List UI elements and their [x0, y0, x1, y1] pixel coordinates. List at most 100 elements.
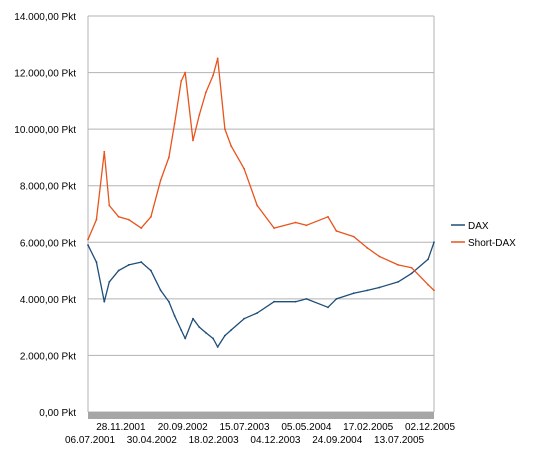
- data-point: [180, 329, 183, 331]
- legend-label: Short-DAX: [468, 238, 516, 249]
- y-tick-label: 14.000,00 Pkt: [14, 12, 76, 23]
- x-tick-label: 06.07.2001: [65, 435, 115, 446]
- data-point: [204, 91, 207, 94]
- data-point: [230, 329, 233, 331]
- x-tick-label: 17.02.2005: [343, 422, 393, 433]
- data-point: [108, 204, 111, 207]
- data-point: [352, 235, 355, 238]
- data-point: [212, 74, 214, 77]
- data-point: [230, 145, 233, 148]
- y-tick-label: 0,00 Pkt: [39, 408, 76, 419]
- data-point: [366, 247, 369, 249]
- data-point: [192, 139, 194, 142]
- series-lines: [87, 57, 435, 348]
- data-point: [352, 292, 355, 295]
- data-point: [117, 269, 120, 272]
- x-axis-tick-labels: 06.07.2001 30.04.2002 18.02.2003 04.12.2003…: [65, 422, 455, 446]
- data-point: [256, 312, 259, 314]
- data-point: [150, 215, 152, 218]
- data-point: [256, 204, 259, 207]
- data-point: [204, 331, 207, 334]
- data-point: [184, 337, 187, 340]
- data-point: [180, 80, 183, 82]
- data-point: [223, 128, 226, 131]
- x-tick-label: 02.12.2005: [405, 422, 455, 433]
- x-tick-label: 28.11.2001: [96, 422, 146, 433]
- data-point: [366, 289, 369, 292]
- data-point: [410, 266, 413, 269]
- data-point: [433, 241, 435, 244]
- data-point: [117, 215, 120, 218]
- data-point: [168, 300, 170, 303]
- data-point: [216, 346, 219, 348]
- y-tick-label: 2.000,00 Pkt: [20, 351, 76, 362]
- data-point: [305, 297, 308, 300]
- data-point: [294, 221, 297, 224]
- data-point: [305, 224, 308, 227]
- data-point: [223, 334, 226, 337]
- x-tick-label: 20.09.2002: [158, 422, 208, 433]
- data-point: [103, 300, 106, 303]
- data-point: [168, 156, 170, 159]
- data-point: [127, 218, 130, 221]
- data-point: [95, 218, 98, 221]
- legend-label: DAX: [468, 221, 489, 232]
- data-point: [294, 300, 297, 303]
- x-tick-label: 04.12.2003: [250, 435, 300, 446]
- x-tick-label: 05.05.2004: [281, 422, 331, 433]
- data-point: [87, 244, 89, 247]
- data-point: [184, 71, 187, 74]
- x-tick-label: 18.02.2003: [189, 435, 239, 446]
- y-tick-label: 4.000,00 Pkt: [20, 295, 76, 306]
- data-point: [273, 300, 275, 303]
- data-point: [335, 230, 338, 232]
- x-tick-label: 15.07.2003: [220, 422, 270, 433]
- y-tick-label: 12.000,00 Pkt: [14, 69, 76, 80]
- data-point: [410, 272, 413, 275]
- data-point: [150, 269, 152, 272]
- data-point: [327, 306, 329, 309]
- series-line-dax: [87, 242, 435, 348]
- data-point: [427, 258, 429, 261]
- x-tick-label: 30.04.2002: [127, 435, 177, 446]
- series-line-short-dax: [87, 57, 435, 291]
- data-point: [127, 264, 130, 266]
- y-tick-label: 10.000,00 Pkt: [14, 125, 76, 136]
- data-point: [108, 280, 111, 283]
- data-point: [243, 317, 246, 320]
- data-point: [273, 227, 275, 230]
- data-point: [192, 317, 194, 320]
- data-point: [87, 238, 89, 241]
- data-point: [378, 255, 381, 258]
- legend: DAX Short-DAX: [451, 221, 516, 249]
- data-point: [173, 314, 176, 317]
- x-tick-label: 24.09.2004: [312, 435, 362, 446]
- data-point: [397, 264, 399, 266]
- data-point: [140, 261, 143, 263]
- data-point: [427, 283, 429, 286]
- data-point: [95, 261, 98, 263]
- data-point: [159, 289, 162, 292]
- y-tick-label: 8.000,00 Pkt: [20, 182, 76, 193]
- data-point: [198, 114, 201, 116]
- data-point: [327, 215, 329, 218]
- data-point: [173, 122, 176, 125]
- data-point: [216, 57, 219, 60]
- data-point: [140, 227, 143, 230]
- y-tick-label: 6.000,00 Pkt: [20, 238, 76, 249]
- data-point: [397, 280, 399, 283]
- data-point: [335, 297, 338, 300]
- y-axis-tick-labels: 0,00 Pkt 2.000,00 Pkt 4.000,00 Pkt 6.000,00…: [14, 12, 76, 419]
- data-point: [159, 179, 162, 181]
- data-point: [243, 167, 246, 170]
- data-point: [212, 337, 214, 340]
- x-axis-tick-band: [88, 412, 434, 419]
- data-point: [433, 289, 435, 292]
- data-point: [103, 150, 106, 153]
- grid-lines: [87, 15, 435, 413]
- x-axis: [88, 412, 434, 419]
- x-tick-label: 13.07.2005: [374, 435, 424, 446]
- data-point: [198, 326, 201, 329]
- data-point: [378, 286, 381, 289]
